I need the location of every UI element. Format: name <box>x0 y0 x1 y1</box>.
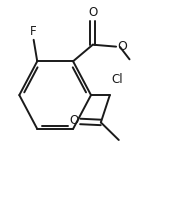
Text: O: O <box>70 114 79 127</box>
Text: O: O <box>88 6 97 19</box>
Text: F: F <box>29 25 36 38</box>
Text: O: O <box>117 40 127 53</box>
Text: Cl: Cl <box>112 73 123 86</box>
